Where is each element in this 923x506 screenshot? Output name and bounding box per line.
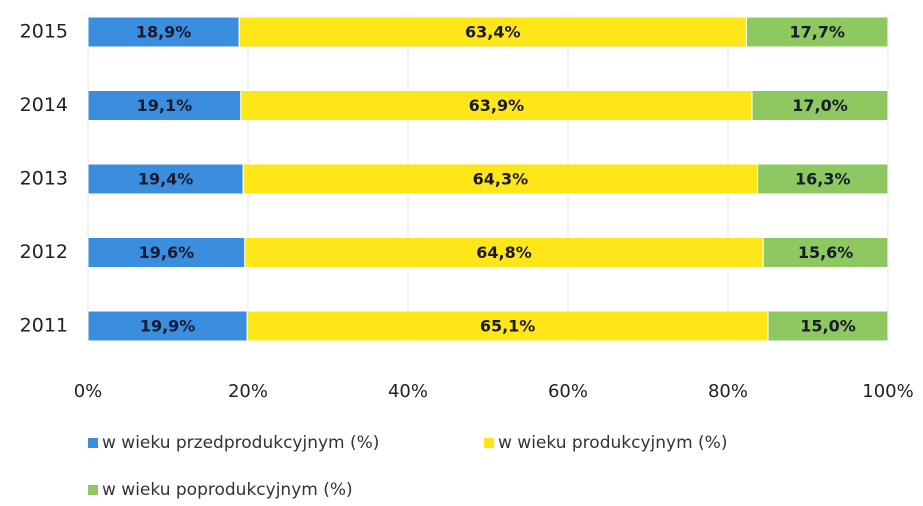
legend-marker xyxy=(88,485,98,495)
data-label: 19,4% xyxy=(138,170,194,189)
x-tick-label: 100% xyxy=(862,381,913,402)
bar-segment xyxy=(762,237,889,268)
data-label: 17,7% xyxy=(789,23,845,42)
bar-segment xyxy=(246,310,769,342)
legend-label: w wieku produkcyjnym (%) xyxy=(498,433,727,453)
bar-segment xyxy=(87,90,242,121)
legend-marker xyxy=(88,438,98,448)
data-label: 16,3% xyxy=(795,170,851,189)
bar-segment xyxy=(242,163,759,195)
bar-segment xyxy=(244,237,764,268)
y-tick-label: 2015 xyxy=(20,21,68,43)
y-tick-label: 2013 xyxy=(20,168,68,190)
data-label: 64,8% xyxy=(476,243,532,262)
data-label: 19,6% xyxy=(139,243,195,262)
data-label: 15,6% xyxy=(798,243,854,262)
bar-segment xyxy=(767,310,889,342)
data-label: 17,0% xyxy=(792,96,848,115)
legend-marker xyxy=(484,438,494,448)
bar-segment xyxy=(87,237,246,268)
data-label: 63,4% xyxy=(465,23,521,42)
bar-segment xyxy=(240,90,753,121)
bar-segment xyxy=(751,90,889,121)
bar-segment xyxy=(745,16,889,48)
data-label: 19,1% xyxy=(137,96,193,115)
x-tick-label: 80% xyxy=(708,381,748,402)
bar-segment xyxy=(87,163,244,195)
x-tick-label: 20% xyxy=(228,381,268,402)
x-tick-label: 60% xyxy=(548,381,588,402)
bar-segment xyxy=(757,163,889,195)
legend-label: w wieku poprodukcyjnym (%) xyxy=(102,480,353,500)
x-tick-label: 40% xyxy=(388,381,428,402)
data-label: 63,9% xyxy=(469,96,525,115)
data-label: 64,3% xyxy=(473,170,529,189)
data-label: 65,1% xyxy=(480,317,536,336)
y-tick-label: 2012 xyxy=(20,241,68,263)
data-label: 18,9% xyxy=(136,23,192,42)
data-label: 15,0% xyxy=(800,317,856,336)
bar-segment xyxy=(87,16,240,48)
bar-segment xyxy=(87,310,248,342)
y-tick-label: 2014 xyxy=(20,94,68,116)
x-tick-label: 0% xyxy=(74,381,103,402)
legend-label: w wieku przedprodukcyjnym (%) xyxy=(102,433,379,453)
y-tick-label: 2011 xyxy=(20,315,68,337)
data-label: 19,9% xyxy=(140,317,196,336)
